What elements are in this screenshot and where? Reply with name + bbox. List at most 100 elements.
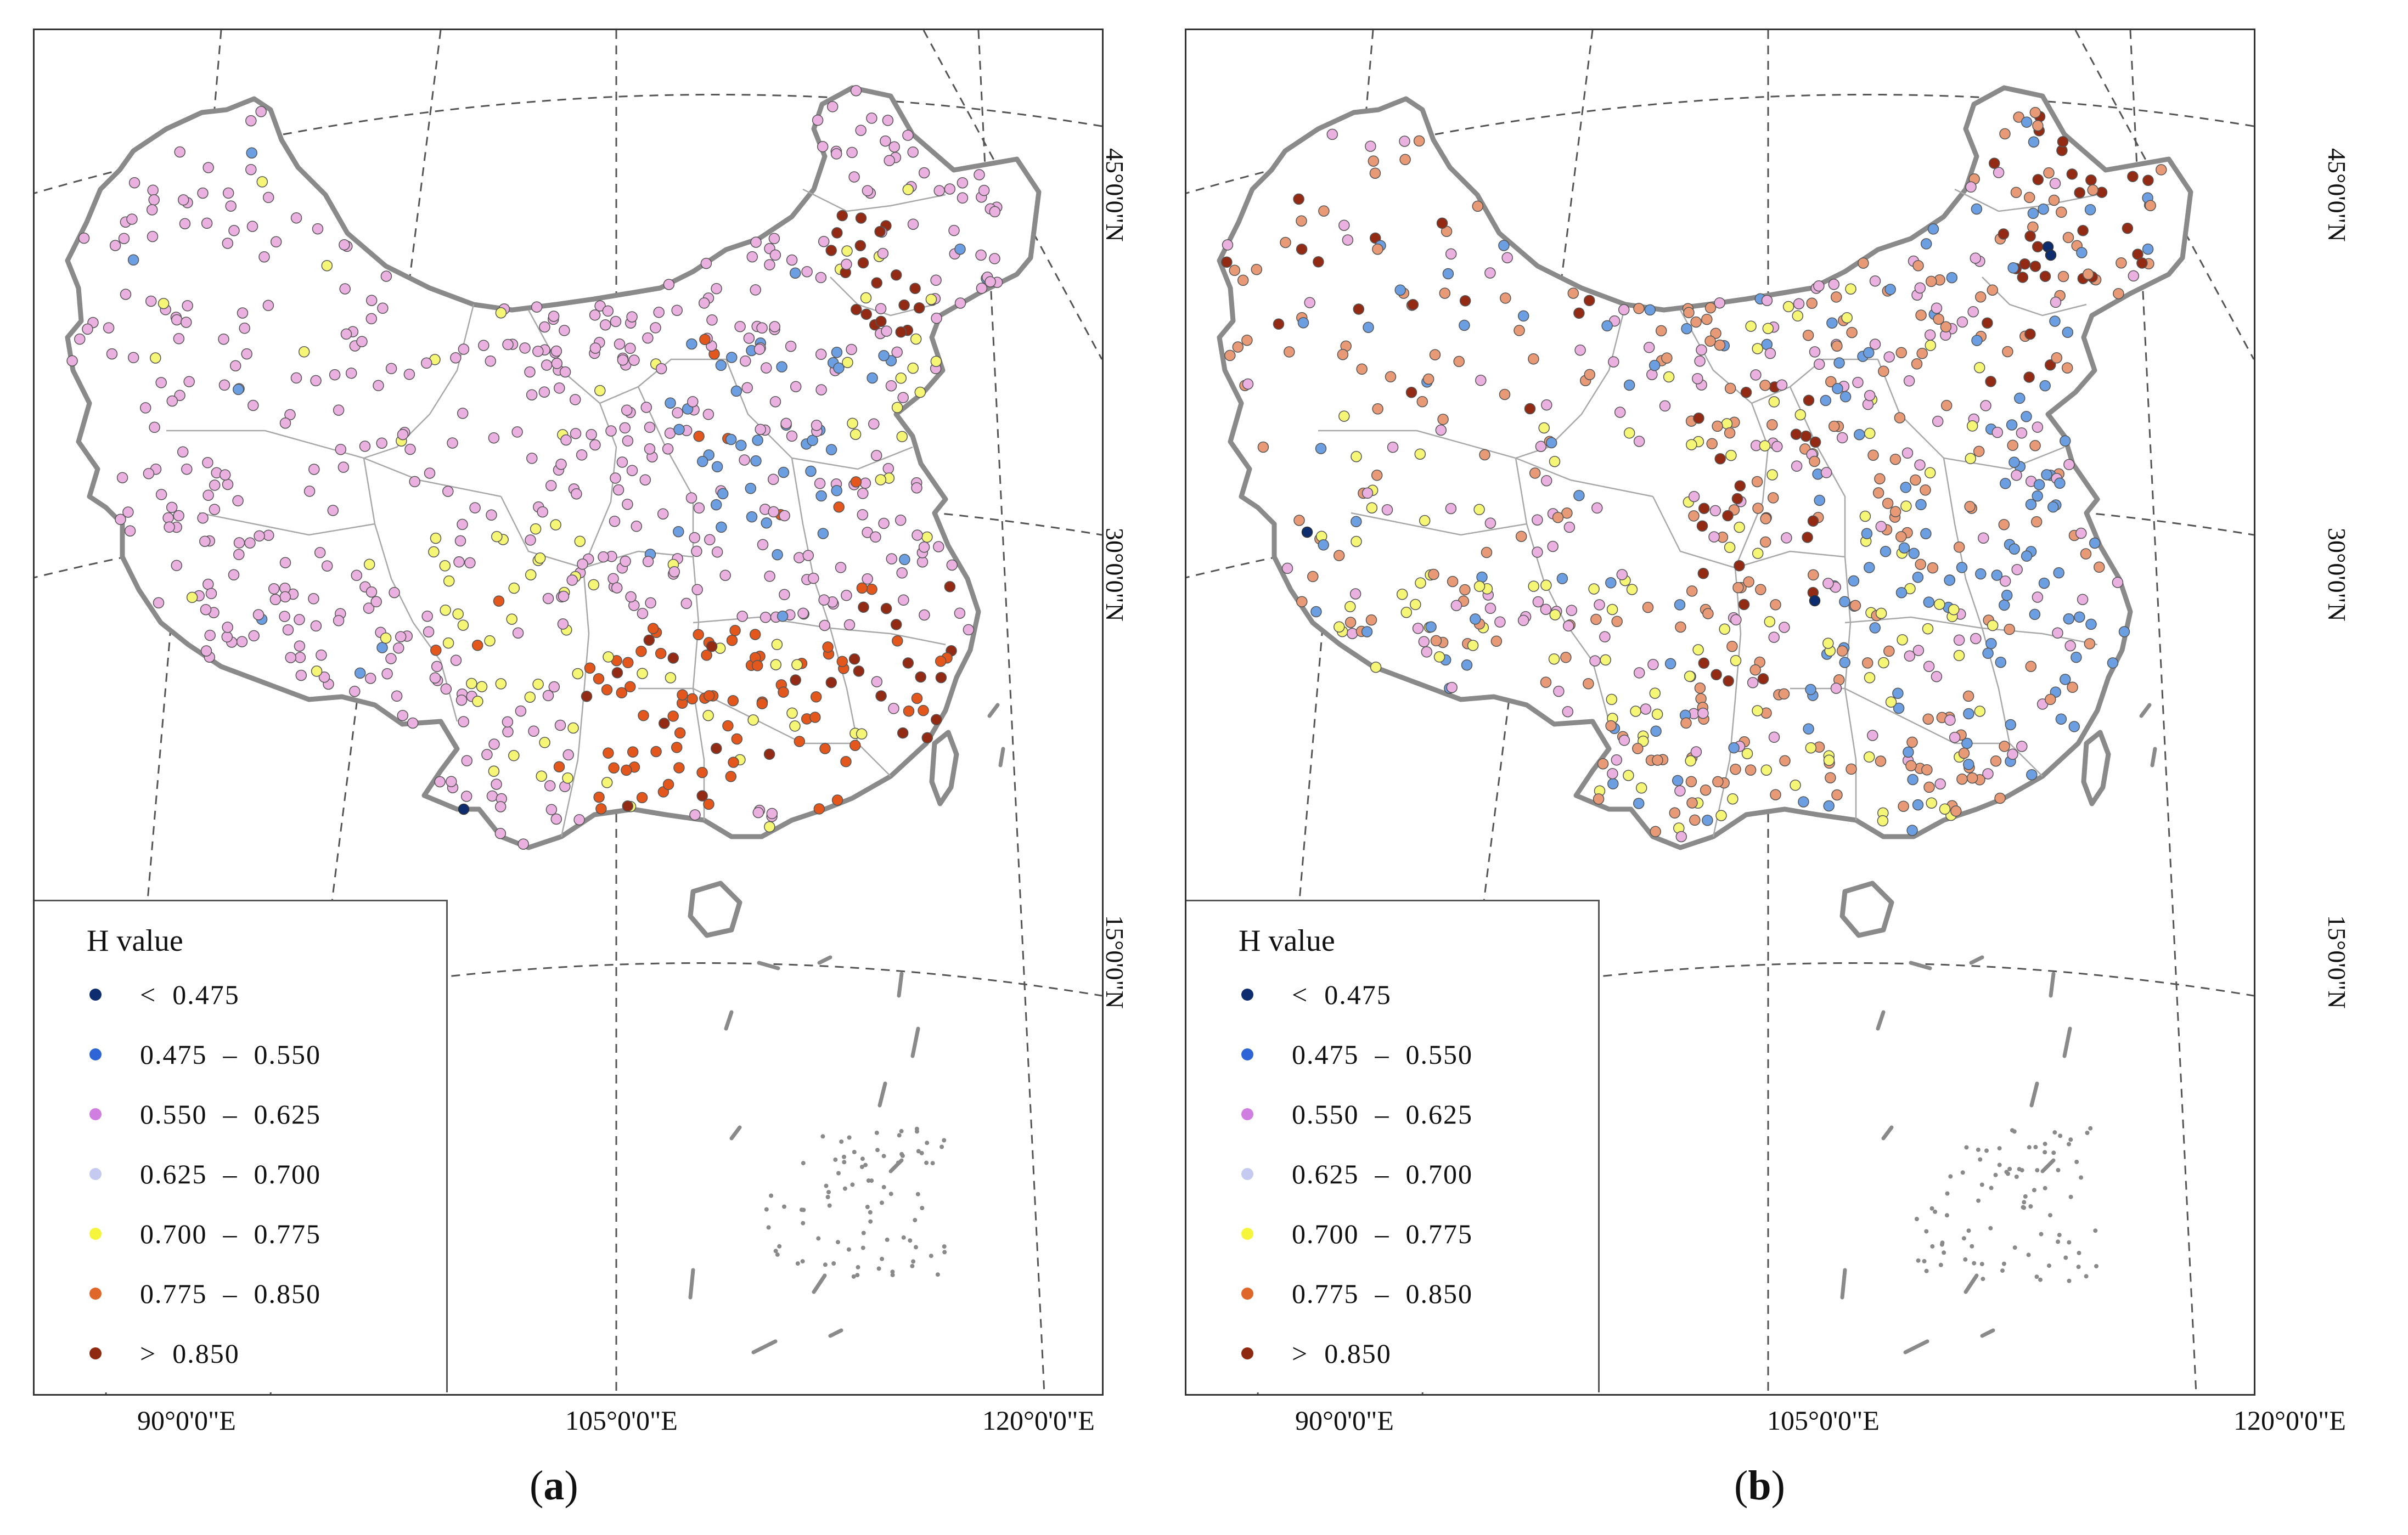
station-point xyxy=(225,200,237,212)
legend-swatch xyxy=(89,989,102,1001)
station-point xyxy=(1611,754,1623,766)
station-point xyxy=(557,618,569,630)
station-point xyxy=(2074,611,2085,623)
station-point xyxy=(1684,670,1696,682)
station-point xyxy=(1633,436,1645,447)
station-point xyxy=(2038,577,2050,589)
station-point xyxy=(677,689,688,701)
station-point xyxy=(1387,441,1399,453)
station-point xyxy=(186,591,198,603)
lat-label-30-a: 30°0'0"N xyxy=(1101,528,1129,622)
station-point xyxy=(1422,373,1434,385)
station-point xyxy=(2048,194,2060,206)
station-point xyxy=(488,432,500,444)
station-point xyxy=(478,340,490,351)
station-point xyxy=(711,283,722,295)
station-point xyxy=(736,611,748,622)
station-point xyxy=(233,383,244,396)
station-point xyxy=(562,772,573,784)
station-point xyxy=(1618,304,1630,315)
station-point xyxy=(1532,546,1543,558)
station-point xyxy=(1731,493,1743,505)
station-point xyxy=(1798,796,1809,808)
station-point xyxy=(1726,640,1738,652)
station-point xyxy=(1974,291,1987,303)
station-point xyxy=(1540,603,1552,615)
station-point xyxy=(610,315,622,328)
station-point xyxy=(1714,453,1726,465)
station-point xyxy=(755,424,766,435)
station-point xyxy=(1690,316,1702,328)
station-point xyxy=(431,661,443,673)
station-point xyxy=(1470,613,1481,625)
station-point xyxy=(1447,575,1459,588)
station-point xyxy=(177,194,189,206)
station-point xyxy=(1415,577,1426,589)
station-point xyxy=(1532,596,1544,608)
station-point xyxy=(704,534,716,546)
station-point xyxy=(930,274,942,286)
station-point xyxy=(789,720,801,732)
station-point xyxy=(1349,588,1361,600)
station-point xyxy=(1781,532,1792,544)
station-point xyxy=(841,245,853,257)
station-point xyxy=(1724,427,1736,439)
station-point xyxy=(1864,562,1875,573)
station-point xyxy=(351,569,363,582)
station-point xyxy=(2084,204,2096,216)
station-point xyxy=(914,386,926,398)
legend-swatch xyxy=(1241,1228,1253,1240)
station-point xyxy=(532,346,544,357)
station-point xyxy=(539,737,550,748)
station-point xyxy=(1846,763,1857,775)
station-point xyxy=(548,311,560,322)
station-point xyxy=(1895,586,1908,599)
station-point xyxy=(577,558,588,570)
station-point xyxy=(1723,675,1734,687)
station-point xyxy=(2032,591,2044,603)
station-point xyxy=(753,343,766,355)
station-point xyxy=(813,803,825,815)
station-point xyxy=(1593,793,1605,805)
station-point xyxy=(621,764,632,776)
station-point xyxy=(907,218,919,230)
station-point xyxy=(1644,304,1656,316)
station-point xyxy=(2063,613,2075,625)
station-point xyxy=(888,703,899,714)
station-point xyxy=(1924,329,1936,341)
legend-row: 0.700 – 0.775 xyxy=(1241,1212,1473,1256)
station-point xyxy=(311,665,323,677)
station-point xyxy=(1874,473,1886,484)
station-point xyxy=(1584,369,1596,380)
station-point xyxy=(1770,789,1781,800)
station-point xyxy=(1861,528,1873,539)
station-point xyxy=(727,695,739,707)
station-point xyxy=(471,640,483,651)
station-point xyxy=(1459,319,1470,331)
station-point xyxy=(218,379,230,391)
station-point xyxy=(1606,603,1618,616)
station-point xyxy=(1361,487,1374,499)
station-point xyxy=(1712,420,1723,432)
station-point xyxy=(1229,264,1241,276)
station-point xyxy=(252,609,265,620)
station-point xyxy=(2128,270,2140,282)
station-point xyxy=(819,619,830,631)
station-point xyxy=(622,498,633,510)
station-point xyxy=(1445,503,1457,515)
legend-row: 0.700 – 0.775 xyxy=(89,1212,321,1256)
station-point xyxy=(1779,755,1791,766)
station-point xyxy=(1583,678,1594,690)
station-point xyxy=(667,652,679,664)
legend-swatch xyxy=(89,1228,102,1240)
station-point xyxy=(434,776,446,788)
station-point xyxy=(1939,803,1951,815)
station-point xyxy=(909,283,921,295)
station-point xyxy=(1923,661,1935,672)
station-point xyxy=(1872,487,1884,499)
station-point xyxy=(1222,239,1234,251)
station-point xyxy=(200,645,212,657)
station-point xyxy=(771,639,783,651)
station-point xyxy=(1864,672,1876,684)
station-point xyxy=(542,592,554,605)
